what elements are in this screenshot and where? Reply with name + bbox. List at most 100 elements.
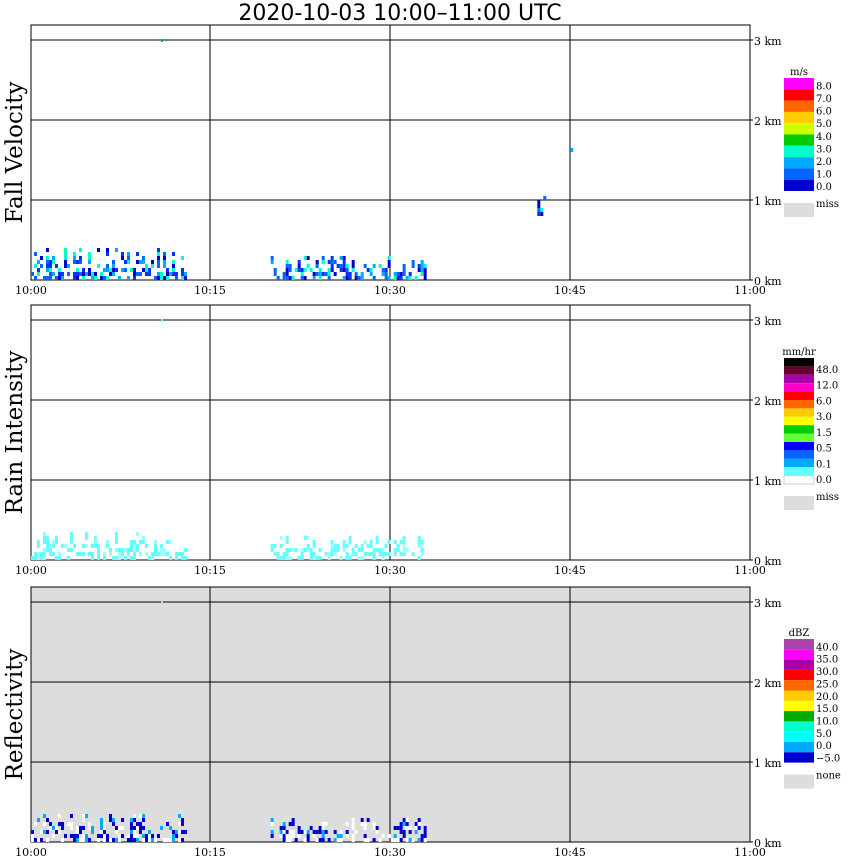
echo-pixel (115, 268, 118, 272)
echo-pixel (336, 548, 340, 552)
echo-pixel (285, 276, 289, 280)
legend-swatch (784, 742, 814, 753)
legend-swatch (784, 123, 814, 135)
echo-pixel (85, 838, 88, 842)
echo-pixel (142, 818, 145, 822)
echo-pixel (154, 544, 157, 548)
echo-pixel (184, 556, 187, 560)
echo-pixel (112, 556, 115, 560)
echo-pixel (64, 544, 67, 548)
echo-pixel (339, 830, 343, 834)
echo-pixel (136, 272, 139, 276)
echo-pixel (327, 276, 331, 280)
echo-pixel (402, 272, 406, 276)
echo-pixel (312, 556, 316, 560)
legend-label: 1.5 (816, 428, 832, 439)
echo-pixel (100, 272, 103, 276)
echo-pixel (294, 838, 298, 842)
echo-pixel (270, 544, 274, 548)
echo-pixel (145, 272, 148, 276)
echo-pixel (411, 838, 415, 842)
legend-label: 12.0 (816, 381, 838, 392)
echo-pixel (94, 540, 97, 544)
echo-pixel (399, 276, 403, 280)
y-tick-label: 0 km (754, 275, 782, 288)
echo-pixel (97, 548, 100, 552)
echo-pixel (97, 834, 100, 838)
echo-pixel (330, 540, 334, 544)
echo-pixel (52, 826, 55, 830)
echo-pixel (339, 264, 343, 268)
echo-pixel (405, 276, 409, 280)
echo-pixel (103, 826, 106, 830)
echo-pixel (285, 552, 289, 556)
echo-pixel (55, 264, 58, 268)
echo-pixel (139, 552, 142, 556)
echo-pixel (306, 838, 310, 842)
legend-swatch (784, 89, 814, 101)
echo-pixel (46, 548, 49, 552)
echo-pixel (330, 548, 334, 552)
echo-pixel (393, 272, 397, 276)
echo-pixel (82, 838, 85, 842)
echo-pixel (100, 834, 103, 838)
echo-pixel (58, 814, 61, 818)
legend-label: 3.0 (816, 144, 832, 155)
echo-pixel (537, 212, 541, 216)
echo-pixel (37, 556, 40, 560)
echo-pixel (136, 548, 139, 552)
echo-pixel (351, 818, 355, 822)
legend-swatch (784, 358, 814, 367)
echo-pixel (58, 556, 61, 560)
echo-pixel (282, 838, 286, 842)
echo-pixel (285, 834, 289, 838)
echo-pixel (166, 272, 169, 276)
echo-pixel (163, 552, 166, 556)
legend-label: 0.1 (816, 459, 832, 470)
echo-pixel (270, 260, 274, 264)
echo-pixel (172, 264, 175, 268)
echo-pixel (324, 830, 328, 834)
echo-pixel (405, 826, 409, 830)
echo-pixel (279, 826, 283, 830)
echo-pixel (360, 548, 364, 552)
echo-pixel (408, 830, 412, 834)
echo-pixel (351, 822, 355, 826)
y-tick-label: 0 km (754, 555, 782, 568)
echo-pixel (303, 830, 307, 834)
echo-pixel (357, 556, 361, 560)
echo-pixel (163, 260, 166, 264)
echo-pixel (178, 814, 181, 818)
echo-pixel (40, 830, 43, 834)
echo-pixel (282, 834, 286, 838)
x-tick-label: 10:30 (374, 284, 406, 297)
echo-pixel (34, 838, 37, 842)
echo-pixel (82, 826, 85, 830)
echo-pixel (103, 834, 106, 838)
echo-pixel (145, 834, 148, 838)
echo-pixel (76, 276, 79, 280)
echo-pixel (342, 268, 346, 272)
echo-pixel (103, 830, 106, 834)
echo-pixel (37, 552, 40, 556)
legend-label: 7.0 (816, 94, 832, 105)
echo-pixel (357, 548, 361, 552)
echo-pixel (330, 544, 334, 548)
x-tick-label: 10:00 (15, 846, 47, 859)
echo-pixel (411, 264, 415, 268)
echo-pixel (384, 268, 388, 272)
echo-pixel (88, 272, 91, 276)
echo-pixel (288, 548, 292, 552)
echo-pixel (161, 319, 163, 322)
echo-pixel (285, 260, 289, 264)
echo-pixel (354, 272, 358, 276)
echo-pixel (282, 276, 286, 280)
echo-pixel (127, 260, 130, 264)
echo-pixel (142, 268, 145, 272)
echo-pixel (285, 272, 289, 276)
echo-pixel (118, 826, 121, 830)
echo-pixel (73, 838, 76, 842)
x-tick-label: 10:15 (194, 564, 226, 577)
echo-pixel (163, 252, 166, 256)
echo-pixel (46, 264, 49, 268)
